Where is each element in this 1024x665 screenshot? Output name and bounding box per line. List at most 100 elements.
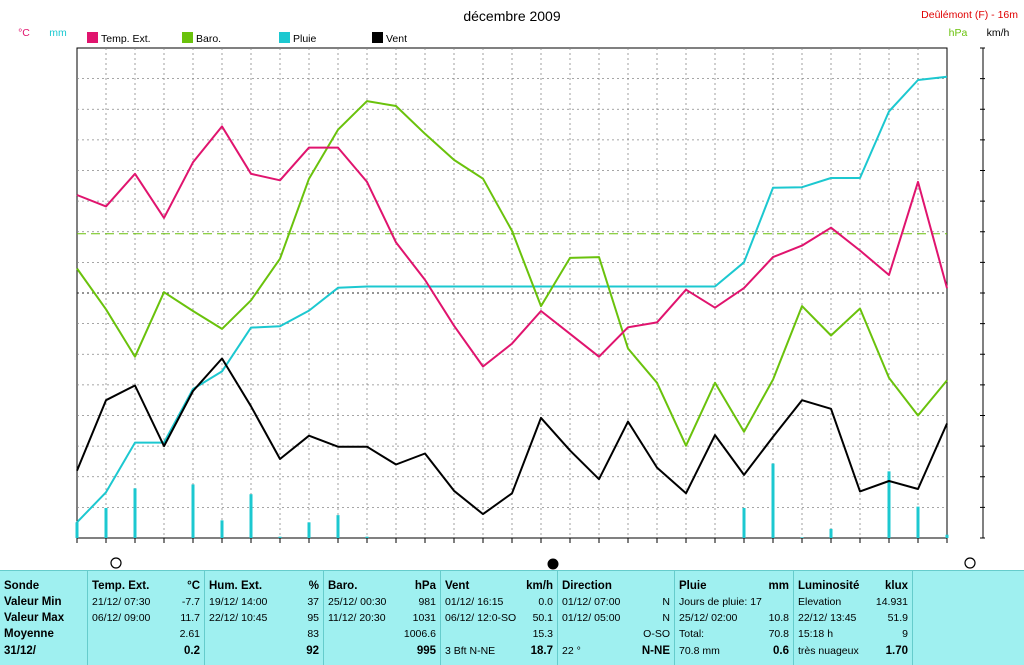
legend: Temp. Ext. Baro. Pluie Vent xyxy=(87,32,407,45)
lum-sun: 9 xyxy=(902,628,908,640)
lum-today: 1.70 xyxy=(885,645,908,657)
pluie-max-when: 25/12/ 02:00 xyxy=(679,612,738,624)
hum-max-when: 22/12/ 10:45 xyxy=(209,612,268,624)
baro-min: 981 xyxy=(418,596,436,608)
baro-max-when: 11/12/ 20:30 xyxy=(328,612,386,624)
mm-unit-label: mm xyxy=(49,27,67,39)
lum-unit: klux xyxy=(884,580,908,592)
vent-min-when: 01/12/ 16:15 xyxy=(445,596,504,608)
vent-min: 0.0 xyxy=(538,596,553,608)
rain-bar xyxy=(829,528,833,538)
vent-unit: km/h xyxy=(526,580,553,592)
hum-today: 92 xyxy=(306,645,319,657)
stats-col-pluie: Pluie mm Jours de pluie: 17 25/12/ 02:00 1… xyxy=(675,571,794,665)
rain-bar xyxy=(800,537,804,538)
lum-elev: 14.931 xyxy=(875,596,908,608)
label-date: 31/12/ xyxy=(4,645,36,657)
dir-today-label: 22 ° xyxy=(562,645,581,657)
rain-bars xyxy=(75,463,949,538)
rain-bar xyxy=(278,536,282,538)
vent-avg: 15.3 xyxy=(532,628,553,640)
rain-bar xyxy=(133,488,137,538)
rain-bar xyxy=(771,463,775,538)
baro-unit: hPa xyxy=(414,580,436,592)
temp-max: 11.7 xyxy=(180,612,200,624)
label-max: Valeur Max xyxy=(4,612,65,624)
stats-col-hum: Hum. Ext.% 19/12/ 14:00 37 22/12/ 10:45 95… xyxy=(205,571,324,665)
stats-col-temp: Temp. Ext. °C 21/12/ 07:30 -7.7 06/12/ 09:… xyxy=(88,571,205,665)
lum-elev-label: Elevation xyxy=(798,596,842,608)
kmh-axis xyxy=(980,47,985,539)
full-moon-icon xyxy=(110,557,122,569)
series-lines xyxy=(76,75,948,523)
moon-phases xyxy=(110,557,976,570)
rain-bar xyxy=(249,494,253,538)
rain-bar xyxy=(104,507,108,538)
rain-bar xyxy=(191,484,195,538)
temp-min: -7.7 xyxy=(181,596,200,608)
vent-today-label: 3 Bft N-NE xyxy=(445,645,496,657)
dir-max: N xyxy=(662,612,670,624)
legend-swatch-pluie xyxy=(279,32,290,43)
stats-col-vent: Vent km/h 01/12/ 16:15 0.0 06/12/ 12:0-SO 5… xyxy=(441,571,558,665)
label-min: Valeur Min xyxy=(4,596,62,608)
hum-unit: % xyxy=(308,580,319,592)
new-moon-icon xyxy=(547,558,559,570)
stats-col-baro: Baro. hPa 25/12/ 00:30 981 11/12/ 20:30 103… xyxy=(324,571,441,665)
rain-bar xyxy=(365,536,369,538)
temp-title: Temp. Ext. xyxy=(92,580,150,592)
dir-title: Direction xyxy=(562,580,612,592)
baro-avg: 1006.6 xyxy=(403,628,436,640)
dir-max-when: 01/12/ 05:00 xyxy=(562,612,621,624)
station-label: Deûlémont (F) - 16m xyxy=(921,9,1018,21)
lum-max: 51.9 xyxy=(887,612,908,624)
hum-min-when: 19/12/ 14:00 xyxy=(209,596,268,608)
pluie-total: 70.8 xyxy=(768,628,789,640)
dir-min-when: 01/12/ 07:00 xyxy=(562,596,621,608)
label-moy: Moyenne xyxy=(4,628,54,640)
full-moon-icon xyxy=(964,557,976,569)
dir-min: N xyxy=(662,596,670,608)
rain-bar xyxy=(887,471,891,538)
vent-title: Vent xyxy=(445,580,470,592)
vent-max-when: 06/12/ 12:0-SO xyxy=(445,612,517,624)
chart-title: décembre 2009 xyxy=(463,8,561,24)
temp-today: 0.2 xyxy=(184,645,200,657)
legend-swatch-vent xyxy=(372,32,383,43)
hpa-unit-label: hPa xyxy=(949,27,968,39)
pluie-today-label: 70.8 mm xyxy=(679,645,720,657)
stats-col-lum: Luminosité klux Elevation 14.931 22/12/ 13… xyxy=(794,571,913,665)
stats-col-labels: Sonde Valeur Min Valeur Max Moyenne 31/1… xyxy=(0,571,88,665)
legend-swatch-baro xyxy=(182,32,193,43)
hum-title: Hum. Ext. xyxy=(209,580,263,592)
pluie-max: 10.8 xyxy=(768,612,789,624)
rain-bar xyxy=(307,522,311,538)
temp-unit: °C xyxy=(187,580,200,592)
x-axis xyxy=(76,538,948,543)
lum-today-label: très nuageux xyxy=(798,645,859,657)
rain-bar xyxy=(75,522,79,538)
vent-line xyxy=(76,357,948,516)
legend-label-pluie: Pluie xyxy=(293,33,317,45)
stats-panel: Sonde Valeur Min Valeur Max Moyenne 31/1… xyxy=(0,570,1024,665)
temp-min-when: 21/12/ 07:30 xyxy=(92,596,151,608)
kmh-unit-label: km/h xyxy=(987,27,1010,39)
rain-bar xyxy=(945,534,949,538)
vent-max: 50.1 xyxy=(532,612,553,624)
legend-label-temp: Temp. Ext. xyxy=(101,33,151,45)
temp-max-when: 06/12/ 09:00 xyxy=(92,612,151,624)
legend-label-baro: Baro. xyxy=(196,33,221,45)
weather-chart: décembre 2009 Deûlémont (F) - 16m °C mm … xyxy=(18,8,1018,570)
rain-bar xyxy=(336,515,340,538)
rain-bar xyxy=(742,507,746,538)
pluie-line xyxy=(76,75,948,523)
baro-today: 995 xyxy=(416,645,436,657)
pluie-unit: mm xyxy=(768,580,789,592)
pluie-today: 0.6 xyxy=(773,645,789,657)
baro-max: 1031 xyxy=(412,612,436,624)
dir-today: N-NE xyxy=(641,645,670,657)
temp-line xyxy=(76,125,948,368)
lum-max-when: 22/12/ 13:45 xyxy=(798,612,857,624)
legend-label-vent: Vent xyxy=(386,33,407,45)
baro-line xyxy=(76,100,948,447)
